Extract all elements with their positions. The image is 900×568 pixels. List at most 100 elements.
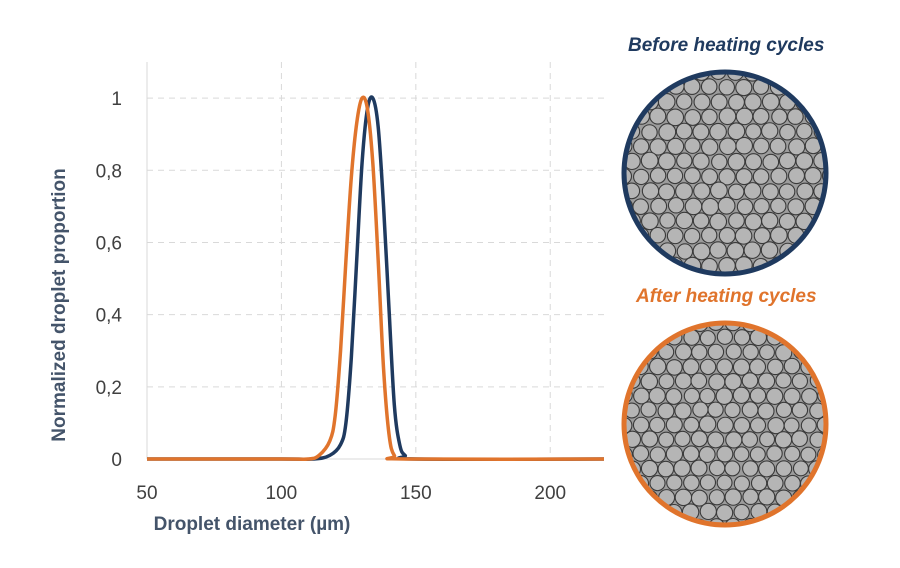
- droplet: [733, 329, 751, 346]
- droplet: [711, 153, 728, 171]
- droplet: [724, 372, 742, 391]
- droplet: [624, 242, 625, 260]
- x-tick-label: 200: [534, 483, 566, 504]
- droplet: [641, 124, 658, 141]
- droplet: [719, 137, 737, 156]
- droplet: [665, 388, 683, 405]
- droplet: [759, 344, 775, 361]
- droplet: [743, 182, 762, 200]
- droplet: [675, 93, 693, 110]
- droplet: [822, 107, 826, 125]
- droplet: [717, 315, 733, 316]
- droplet: [816, 329, 826, 347]
- droplet: [624, 323, 640, 332]
- droplet: [831, 94, 834, 110]
- droplet: [775, 372, 792, 389]
- droplet: [774, 431, 793, 449]
- droplet: [796, 242, 813, 260]
- droplet: [707, 343, 725, 361]
- droplet: [770, 226, 788, 245]
- droplet: [733, 503, 750, 521]
- droplet: [727, 122, 746, 141]
- droplet: [831, 243, 834, 260]
- droplet: [665, 416, 683, 434]
- droplet: [817, 475, 826, 492]
- droplet: [649, 475, 666, 492]
- droplet: [716, 416, 734, 434]
- droplet: [796, 72, 814, 81]
- gridlines: [147, 62, 604, 459]
- droplet: [715, 387, 734, 405]
- droplet: [640, 517, 658, 525]
- droplet: [808, 343, 826, 360]
- droplet: [735, 168, 753, 186]
- droplet: [767, 416, 785, 435]
- droplet: [778, 183, 796, 200]
- droplet: [707, 323, 725, 331]
- y-tick-label: 0: [111, 450, 122, 471]
- droplet: [784, 445, 801, 463]
- droplet: [690, 459, 708, 477]
- droplet: [824, 518, 826, 525]
- droplet: [831, 183, 834, 198]
- droplet: [753, 197, 770, 215]
- droplet: [683, 227, 701, 245]
- droplet: [718, 168, 736, 186]
- droplet: [831, 65, 834, 80]
- droplet: [766, 387, 784, 405]
- droplet: [650, 197, 668, 215]
- droplet: [699, 474, 717, 491]
- droplet: [761, 183, 779, 201]
- droplet: [683, 474, 700, 492]
- droplet: [742, 460, 759, 477]
- droplet: [787, 256, 805, 274]
- micrograph-after-heating: [621, 315, 833, 528]
- droplet: [708, 373, 726, 391]
- micrograph-border: [621, 69, 829, 277]
- droplet: [616, 273, 623, 282]
- droplet: [666, 167, 684, 185]
- droplet: [796, 182, 814, 200]
- droplet: [658, 431, 675, 448]
- droplet: [641, 212, 659, 231]
- droplet: [708, 489, 725, 506]
- droplet: [787, 78, 806, 96]
- droplet: [624, 242, 642, 260]
- droplet: [775, 401, 793, 419]
- droplet: [725, 343, 742, 360]
- droplet: [624, 489, 642, 507]
- droplet: [749, 417, 767, 434]
- droplet: [736, 64, 752, 65]
- droplet: [674, 488, 693, 507]
- droplet: [641, 72, 659, 80]
- droplet: [732, 358, 751, 376]
- droplet: [616, 65, 623, 81]
- droplet: [683, 315, 699, 316]
- droplet: [716, 358, 734, 376]
- droplet: [715, 504, 734, 522]
- droplet: [648, 357, 667, 376]
- droplet: [792, 323, 809, 331]
- droplet: [624, 167, 633, 185]
- droplet: [732, 386, 751, 404]
- droplet: [666, 474, 683, 491]
- droplet: [758, 372, 776, 390]
- droplet: [616, 183, 623, 199]
- droplet: [707, 401, 724, 418]
- droplet: [682, 445, 700, 463]
- droplet: [701, 227, 718, 244]
- droplet: [716, 474, 733, 491]
- droplet: [733, 446, 750, 463]
- droplet: [788, 138, 806, 156]
- y-tick-label: 0,6: [96, 233, 122, 254]
- y-tick-label: 1: [111, 89, 122, 110]
- droplet: [675, 122, 693, 140]
- droplet: [690, 489, 708, 507]
- droplet: [769, 137, 787, 155]
- droplet: [633, 64, 649, 65]
- droplet: [778, 151, 797, 170]
- droplet: [818, 315, 833, 316]
- droplet: [676, 243, 694, 260]
- droplet: [774, 518, 792, 525]
- x-tick-label: 50: [136, 483, 157, 504]
